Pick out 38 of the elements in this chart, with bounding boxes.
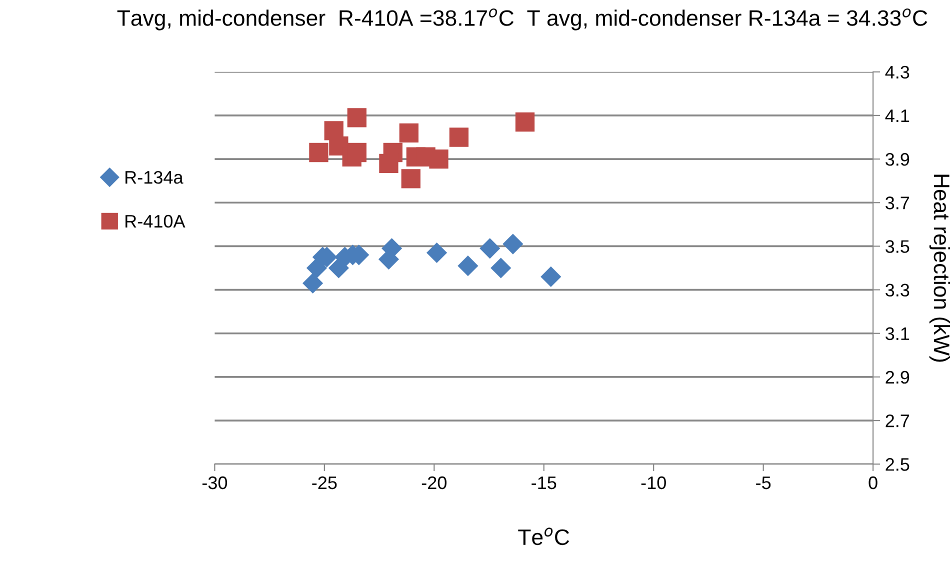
point — [426, 242, 448, 264]
chart-title: Tavg, mid-condenser R-410A =38.17$^{o}$C T avg, mid-condenser R-134a = 34.33$^{o}$C — [117, 8, 928, 30]
point — [309, 142, 328, 162]
point — [449, 128, 469, 147]
y-tick-label: 2.9 — [886, 370, 910, 384]
y-tick-label: 3.9 — [886, 152, 910, 166]
y-tick-label: 4.3 — [885, 66, 910, 79]
y-tick-label: 3.1 — [886, 327, 910, 340]
y-tick-label: 4.1 — [885, 110, 910, 122]
x-axis-title: Te$^{o}$C — [518, 528, 570, 546]
y-tick-label: 3.5 — [886, 240, 910, 253]
y-tick-label: 2.7 — [886, 414, 910, 428]
y-tick-label: 3.3 — [886, 284, 910, 297]
point — [379, 154, 398, 173]
y-axis-title: Heat rejection (kW) — [929, 174, 950, 362]
point — [347, 108, 366, 128]
legend-label: R-134a — [126, 170, 184, 184]
point — [490, 258, 512, 278]
point — [540, 266, 562, 288]
x-tick-label: 0 — [868, 476, 878, 490]
x-tick-label: -5 — [756, 476, 771, 490]
x-tick-label: -30 — [202, 476, 228, 490]
x-tick-label: -20 — [422, 476, 446, 490]
point — [515, 112, 535, 132]
point — [480, 238, 500, 259]
point — [429, 149, 448, 169]
point — [502, 234, 524, 254]
point — [302, 272, 324, 294]
y-tick-label: 2.5 — [886, 458, 910, 471]
y-tick-label: 3.7 — [886, 196, 910, 210]
x-tick-label: -10 — [641, 476, 666, 490]
x-tick-label: -15 — [532, 476, 556, 490]
point — [399, 123, 418, 142]
point — [347, 142, 366, 162]
point — [401, 169, 420, 188]
legend-label: R-410A — [126, 214, 186, 228]
point — [458, 256, 478, 276]
x-tick-label: -25 — [312, 476, 337, 490]
